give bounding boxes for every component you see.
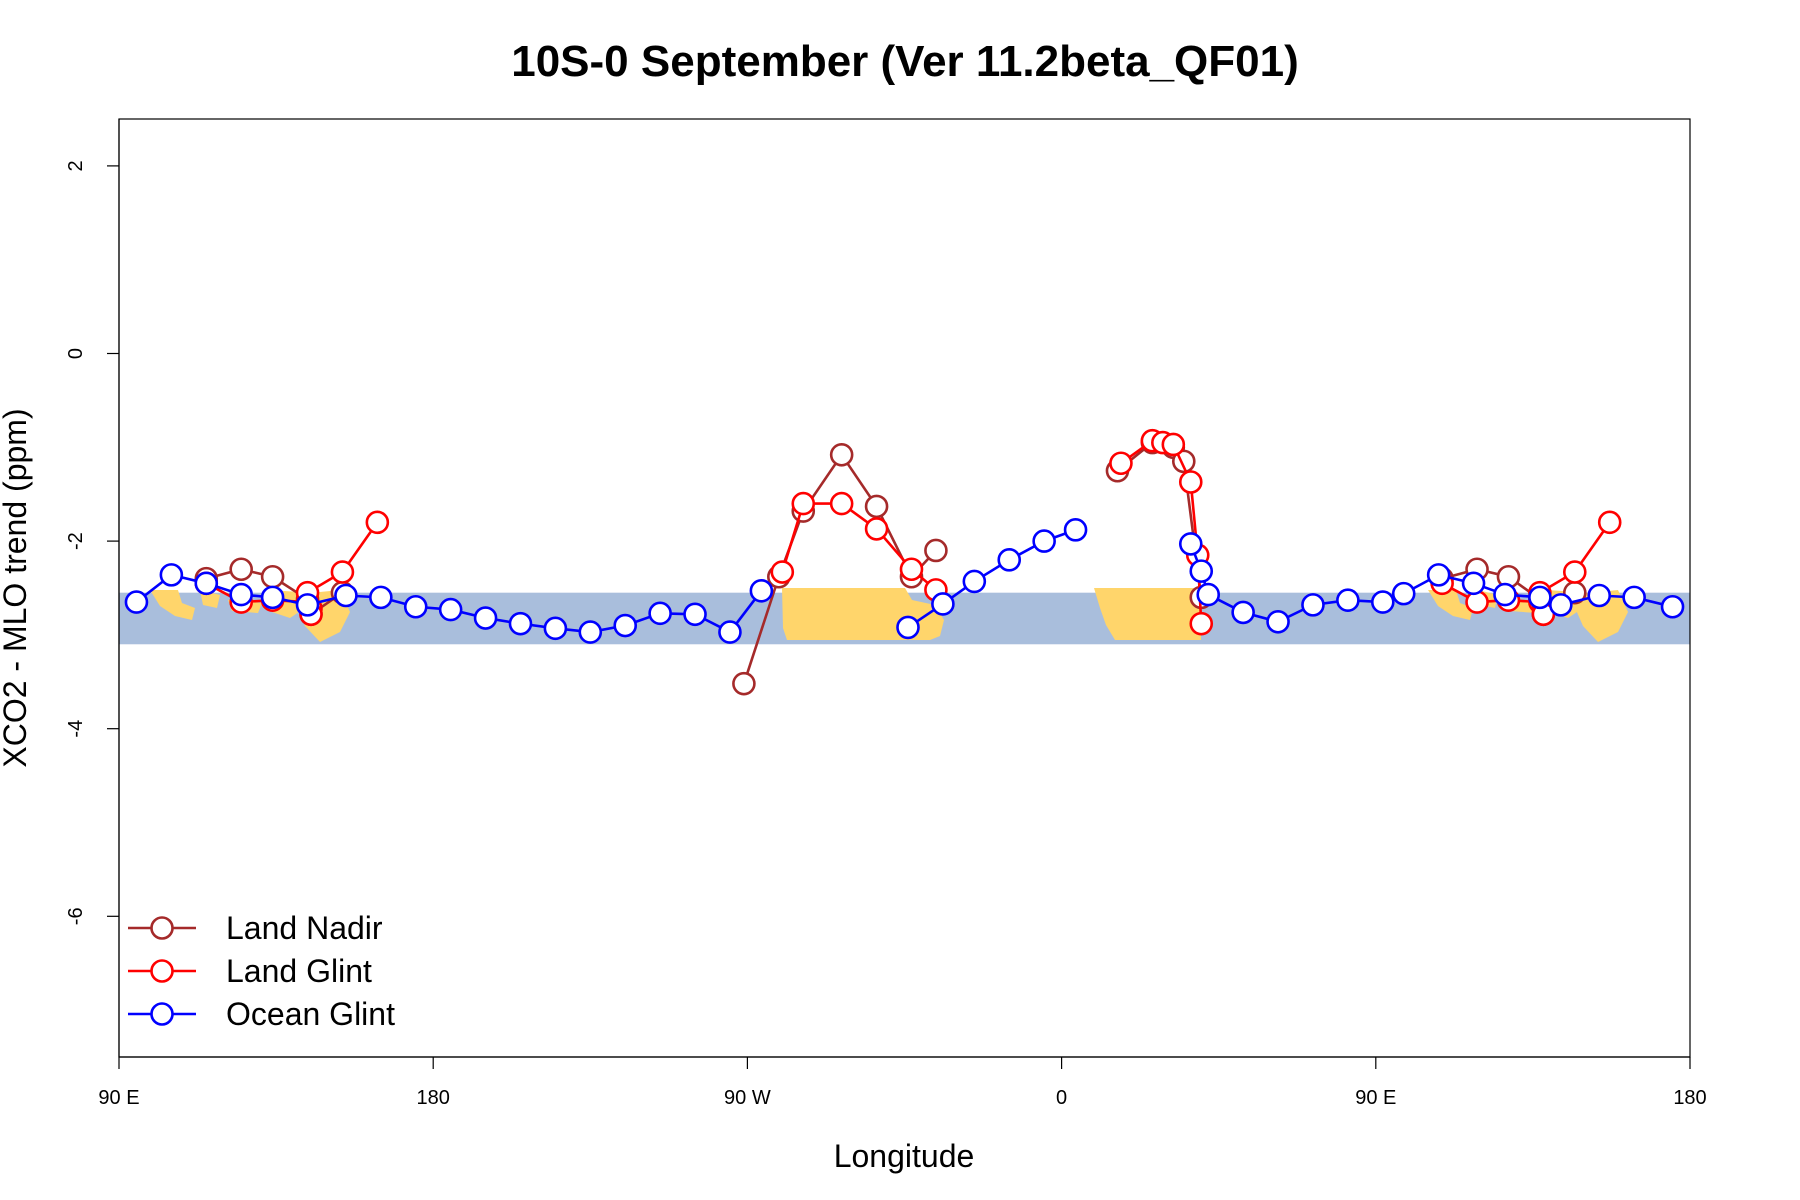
- ocean-glint-point: [997, 548, 1022, 572]
- land-glint-point: [864, 517, 889, 541]
- legend-label: Land Glint: [226, 953, 372, 989]
- ocean-glint-point: [1587, 583, 1612, 608]
- legend-label: Land Nadir: [226, 910, 383, 946]
- x-tick-label: 180: [1673, 1087, 1706, 1109]
- land-africa: [1094, 588, 1201, 640]
- y-tick-label: -2: [65, 532, 87, 550]
- ocean-glint-point: [1528, 585, 1552, 610]
- ocean-glint-point: [369, 585, 393, 610]
- x-axis: 90 E 180 90 W 0 90 E 180: [98, 1056, 1707, 1109]
- ocean-glint-point: [1660, 594, 1685, 619]
- legend: Land Nadir Land Glint Ocean Glint: [128, 910, 395, 1032]
- land-glint-point: [330, 560, 355, 584]
- ocean-glint-point: [334, 583, 358, 608]
- series-land-nadir: [194, 430, 1587, 696]
- y-tick-label: -4: [65, 720, 87, 738]
- ocean-glint-point: [1336, 588, 1360, 612]
- land-glint-point: [829, 491, 854, 516]
- ocean-glint-point: [543, 616, 568, 641]
- ocean-glint-point: [1063, 518, 1088, 542]
- ocean-glint-point: [508, 611, 533, 636]
- land-glint-point: [1465, 590, 1489, 614]
- land-glint-point: [770, 560, 795, 584]
- ocean-glint-point: [1231, 600, 1255, 625]
- ocean-glint-point: [718, 620, 742, 644]
- ocean-glint-point: [1461, 571, 1486, 596]
- land-glint-point: [1562, 560, 1587, 584]
- land-glint-point: [791, 491, 816, 516]
- legend-swatch-marker: [150, 916, 174, 940]
- ocean-glint-point: [962, 569, 987, 594]
- x-tick-label: 90 E: [1355, 1087, 1396, 1109]
- x-tick-label: 0: [1056, 1087, 1067, 1109]
- ocean-glint-point: [1301, 593, 1325, 617]
- legend-swatch-marker: [150, 1002, 174, 1026]
- ocean-glint-point: [1426, 563, 1451, 587]
- land-glint-point: [1597, 510, 1622, 535]
- x-tick-label: 90 W: [724, 1087, 771, 1109]
- legend-swatch-marker: [150, 959, 174, 983]
- ocean-glint-point: [438, 597, 463, 622]
- ocean-glint-point: [1391, 581, 1416, 606]
- y-tick-label: 0: [65, 348, 87, 359]
- y-tick-label: -6: [65, 907, 87, 925]
- ocean-glint-point: [1549, 593, 1573, 617]
- legend-label: Ocean Glint: [226, 996, 395, 1032]
- ocean-glint-point: [1178, 532, 1203, 556]
- x-tick-label: 180: [417, 1087, 450, 1109]
- ocean-glint-point: [749, 579, 774, 603]
- ocean-glint-point: [1622, 585, 1646, 610]
- ocean-glint-point: [613, 613, 638, 638]
- y-tick-label: 2: [65, 160, 87, 171]
- y-axis: 2 0 -2 -4 -6: [65, 119, 120, 1057]
- land-glint-point: [1161, 432, 1186, 457]
- ocean-glint-point: [473, 606, 498, 630]
- ocean-glint-point: [229, 582, 253, 607]
- ocean-glint-point: [648, 601, 672, 626]
- ocean-glint-point: [124, 590, 149, 614]
- series-ocean-glint: [124, 518, 1685, 644]
- ocean-glint-point: [1266, 609, 1290, 634]
- ocean-glint-point: [1493, 582, 1517, 607]
- legend-item-land-glint: Land Glint: [128, 953, 372, 989]
- legend-item-ocean-glint: Ocean Glint: [128, 996, 395, 1032]
- ocean-glint-point: [260, 585, 285, 610]
- ocean-glint-point: [931, 592, 955, 616]
- land-glint-point: [1178, 470, 1203, 494]
- ocean-glint-point: [1032, 529, 1056, 553]
- land-glint-point: [365, 510, 390, 535]
- land-nadir-point: [829, 443, 854, 467]
- ocean-glint-point: [683, 602, 707, 627]
- ocean-glint-point: [1370, 590, 1395, 614]
- land-glint-point: [1109, 451, 1133, 476]
- land-glint-point: [899, 557, 924, 582]
- land-nadir-point: [924, 538, 948, 563]
- land-glint-point: [1189, 611, 1214, 636]
- land-nadir-point: [732, 671, 756, 696]
- x-axis-label: Longitude: [834, 1138, 975, 1174]
- land-nadir-point: [229, 557, 253, 582]
- land-nadir-point: [260, 564, 285, 589]
- legend-item-land-nadir: Land Nadir: [128, 910, 383, 946]
- chart-title: 10S-0 September (Ver 11.2beta_QF01): [511, 37, 1299, 86]
- ocean-glint-point: [1196, 582, 1221, 607]
- ocean-glint-point: [1189, 559, 1214, 583]
- series-layer: [124, 428, 1685, 696]
- land-nadir-point: [864, 494, 889, 519]
- y-axis-label: XCO2 - MLO trend (ppm): [0, 408, 33, 767]
- ocean-glint-point: [403, 594, 428, 619]
- ocean-glint-point: [578, 620, 603, 644]
- ocean-glint-point: [295, 593, 320, 617]
- ocean-glint-point: [159, 563, 184, 587]
- ocean-glint-point: [194, 571, 219, 596]
- ocean-glint-point: [896, 615, 920, 640]
- x-tick-label: 90 E: [98, 1087, 139, 1109]
